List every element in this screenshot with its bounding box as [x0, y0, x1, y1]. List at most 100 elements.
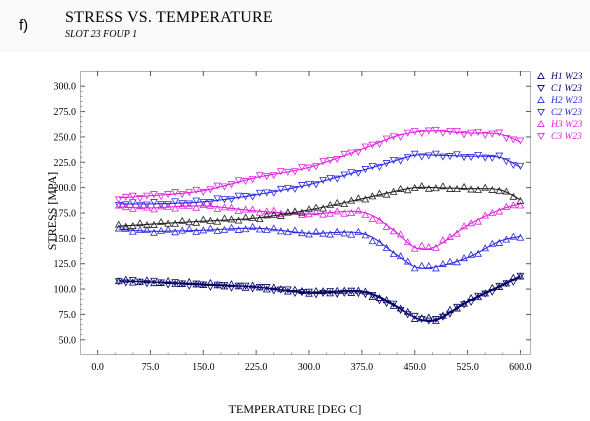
- data-point-c3-w23: [516, 137, 525, 145]
- legend-label-c3-w23: C3 W23: [551, 132, 582, 142]
- data-point-h3-w23: [403, 238, 412, 246]
- data-point-c1-w23: [269, 287, 278, 295]
- data-point-c3-w23: [502, 134, 511, 142]
- data-point-c2-w23: [460, 154, 468, 162]
- data-point-c3-w23: [509, 136, 518, 144]
- legend-label-h2-w23: H2 W23: [550, 96, 583, 106]
- data-point-c1-w23: [298, 289, 306, 297]
- chart-subtitle: SLOT 23 FOUP 1: [65, 29, 138, 40]
- data-point-h1-w23: [262, 285, 271, 293]
- data-point-c3-w23: [192, 186, 201, 194]
- data-point-h3-w23: [439, 236, 447, 244]
- data-point-h3-w23: [128, 204, 137, 212]
- data-point-c3-w23: [326, 157, 335, 165]
- data-point-h3-w23: [220, 203, 229, 211]
- legend-marker-h2-w23: [537, 95, 545, 103]
- data-point-c2-w23: [220, 196, 229, 204]
- data-point-c3-w23: [347, 149, 356, 157]
- data-point-h2-w23: [241, 225, 250, 233]
- data-point-unlabeled-6: [157, 217, 165, 225]
- chart-title: STRESS VS. TEMPERATURE: [65, 9, 273, 26]
- data-point-h3-w23: [143, 203, 151, 211]
- data-point-h2-w23: [424, 261, 433, 269]
- data-point-c1-w23: [460, 301, 468, 309]
- data-point-c3-w23: [227, 181, 236, 189]
- data-point-c1-w23: [354, 290, 363, 298]
- data-point-h3-w23: [382, 222, 391, 230]
- data-point-c2-w23: [276, 185, 285, 193]
- data-point-c2-w23: [453, 151, 461, 159]
- data-point-h3-w23: [354, 206, 363, 214]
- data-point-c1-w23: [248, 285, 257, 293]
- data-point-h2-w23: [481, 244, 490, 252]
- data-point-h3-w23: [255, 208, 264, 216]
- data-point-c3-w23: [474, 128, 483, 136]
- data-point-h3-w23: [185, 201, 194, 209]
- data-point-unlabeled-6: [502, 187, 511, 195]
- data-point-h1-w23: [382, 296, 391, 304]
- data-point-c3-w23: [114, 196, 123, 204]
- data-point-h1-w23: [347, 288, 356, 296]
- data-point-h3-w23: [178, 201, 187, 209]
- data-point-c3-w23: [164, 191, 172, 199]
- x-tick-label: 450.0: [403, 362, 426, 373]
- data-point-h2-w23: [361, 231, 370, 239]
- data-point-unlabeled-6: [150, 220, 158, 228]
- data-point-c2-w23: [269, 189, 278, 197]
- data-point-c2-w23: [509, 162, 518, 170]
- data-point-c2-w23: [255, 189, 264, 197]
- x-tick-label: 0.0: [91, 362, 104, 373]
- header-band: [0, 0, 590, 52]
- data-point-unlabeled-6: [439, 182, 447, 190]
- data-point-c3-w23: [248, 176, 257, 184]
- data-point-c1-w23: [333, 290, 342, 298]
- data-point-h2-w23: [417, 261, 426, 269]
- data-point-h1-w23: [319, 287, 327, 295]
- data-point-unlabeled-6: [220, 214, 229, 222]
- data-point-unlabeled-6: [368, 192, 377, 200]
- data-point-c1-w23: [114, 278, 123, 286]
- data-point-h3-w23: [157, 202, 165, 210]
- data-point-h2-w23: [150, 228, 158, 236]
- data-point-c2-w23: [192, 197, 201, 205]
- data-point-h1-w23: [298, 286, 306, 294]
- data-point-h2-w23: [143, 225, 151, 233]
- data-point-h2-w23: [248, 222, 257, 230]
- data-point-c1-w23: [502, 280, 511, 288]
- data-point-h2-w23: [460, 254, 468, 262]
- data-point-h1-w23: [439, 311, 447, 319]
- data-point-c1-w23: [467, 299, 475, 306]
- data-point-unlabeled-6: [389, 187, 398, 195]
- data-point-c1-w23: [481, 290, 490, 298]
- data-point-c1-w23: [516, 272, 525, 280]
- data-point-h3-w23: [192, 203, 201, 211]
- data-point-c3-w23: [431, 126, 440, 134]
- series-line-h2-w23: [118, 227, 521, 269]
- data-point-c3-w23: [298, 164, 306, 172]
- data-point-c2-w23: [396, 157, 405, 165]
- series-line-h1-w23: [118, 275, 521, 322]
- data-point-c1-w23: [220, 282, 229, 290]
- data-point-h2-w23: [262, 225, 271, 233]
- data-point-h2-w23: [375, 238, 384, 246]
- data-point-c3-w23: [269, 172, 278, 180]
- data-point-c3-w23: [305, 164, 313, 172]
- data-point-c3-w23: [319, 158, 327, 166]
- data-point-h1-w23: [150, 279, 158, 287]
- data-point-h3-w23: [347, 209, 356, 216]
- data-point-h1-w23: [269, 283, 278, 291]
- data-point-c2-w23: [305, 180, 313, 188]
- data-point-unlabeled-6: [298, 208, 306, 216]
- data-point-c3-w23: [150, 191, 158, 199]
- data-point-c3-w23: [446, 128, 454, 136]
- data-point-c3-w23: [255, 172, 264, 180]
- data-point-h2-w23: [269, 224, 278, 232]
- data-point-h2-w23: [206, 224, 215, 232]
- data-point-h2-w23: [354, 227, 363, 235]
- data-point-c2-w23: [488, 154, 497, 162]
- data-point-c2-w23: [284, 185, 292, 193]
- data-point-h2-w23: [185, 225, 194, 233]
- data-point-h3-w23: [227, 203, 236, 211]
- data-point-c2-w23: [157, 201, 165, 209]
- data-point-c2-w23: [150, 199, 158, 207]
